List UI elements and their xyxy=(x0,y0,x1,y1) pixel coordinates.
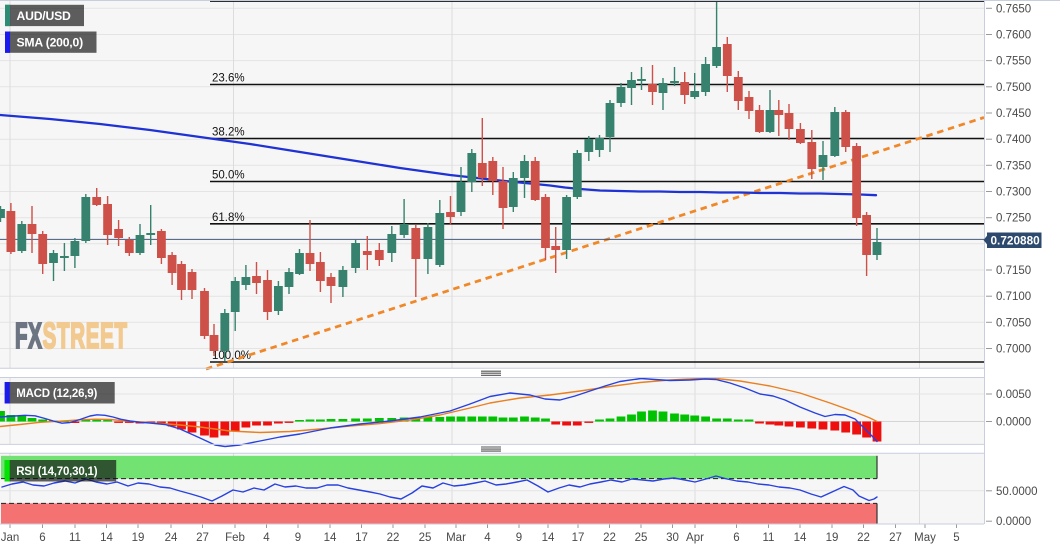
svg-text:19: 19 xyxy=(826,532,839,544)
svg-text:0.0000: 0.0000 xyxy=(996,417,1031,429)
svg-text:23.6%: 23.6% xyxy=(212,73,245,85)
svg-text:17: 17 xyxy=(572,532,585,544)
svg-text:Mar: Mar xyxy=(446,532,466,544)
svg-text:RSI (14,70,30,1): RSI (14,70,30,1) xyxy=(16,466,98,478)
svg-text:0.720880: 0.720880 xyxy=(991,233,1041,247)
svg-text:6: 6 xyxy=(39,532,45,544)
svg-text:MACD (12,26,9): MACD (12,26,9) xyxy=(16,388,97,400)
svg-text:14: 14 xyxy=(542,532,555,544)
svg-text:4: 4 xyxy=(484,532,491,544)
svg-text:0.7500: 0.7500 xyxy=(996,82,1031,94)
svg-text:0.7050: 0.7050 xyxy=(996,317,1031,329)
svg-text:0.7150: 0.7150 xyxy=(996,265,1031,277)
svg-text:22: 22 xyxy=(603,532,616,544)
svg-text:25: 25 xyxy=(419,532,432,544)
svg-text:14: 14 xyxy=(794,532,807,544)
svg-text:38.2%: 38.2% xyxy=(212,127,245,139)
svg-text:22: 22 xyxy=(857,532,870,544)
svg-text:Feb: Feb xyxy=(225,532,245,544)
svg-text:11: 11 xyxy=(69,532,81,544)
svg-text:0.7600: 0.7600 xyxy=(996,30,1031,42)
svg-text:11: 11 xyxy=(763,532,775,544)
svg-text:5: 5 xyxy=(953,532,959,544)
svg-text:Apr: Apr xyxy=(686,532,704,544)
svg-text:24: 24 xyxy=(165,532,178,544)
svg-text:6: 6 xyxy=(733,532,739,544)
svg-text:0.7550: 0.7550 xyxy=(996,56,1031,68)
svg-text:0.7300: 0.7300 xyxy=(996,187,1031,199)
svg-text:50.0000: 50.0000 xyxy=(996,486,1038,498)
svg-text:May: May xyxy=(914,532,936,544)
svg-text:9: 9 xyxy=(516,532,522,544)
svg-text:0.7650: 0.7650 xyxy=(996,3,1031,15)
svg-text:61.8%: 61.8% xyxy=(212,212,245,224)
svg-text:30: 30 xyxy=(666,532,679,544)
svg-text:25: 25 xyxy=(635,532,648,544)
svg-text:0.7450: 0.7450 xyxy=(996,108,1031,120)
svg-text:50.0%: 50.0% xyxy=(212,170,245,182)
svg-text:19: 19 xyxy=(132,532,145,544)
svg-text:0.0000: 0.0000 xyxy=(996,516,1031,528)
svg-text:17: 17 xyxy=(355,532,368,544)
svg-text:22: 22 xyxy=(387,532,400,544)
svg-text:9: 9 xyxy=(295,532,301,544)
svg-text:0.7350: 0.7350 xyxy=(996,160,1031,172)
svg-text:Jan: Jan xyxy=(1,532,20,544)
svg-text:27: 27 xyxy=(196,532,209,544)
svg-text:0.7000: 0.7000 xyxy=(996,344,1031,356)
svg-text:0.0050: 0.0050 xyxy=(996,389,1031,401)
svg-text:4: 4 xyxy=(263,532,270,544)
svg-text:0.7400: 0.7400 xyxy=(996,134,1031,146)
svg-text:14: 14 xyxy=(100,532,113,544)
svg-text:14: 14 xyxy=(324,532,337,544)
svg-text:SMA (200,0): SMA (200,0) xyxy=(17,36,84,50)
svg-text:0.7250: 0.7250 xyxy=(996,213,1031,225)
svg-text:27: 27 xyxy=(889,532,902,544)
svg-text:AUD/USD: AUD/USD xyxy=(17,9,72,23)
svg-text:0.7100: 0.7100 xyxy=(996,291,1031,303)
